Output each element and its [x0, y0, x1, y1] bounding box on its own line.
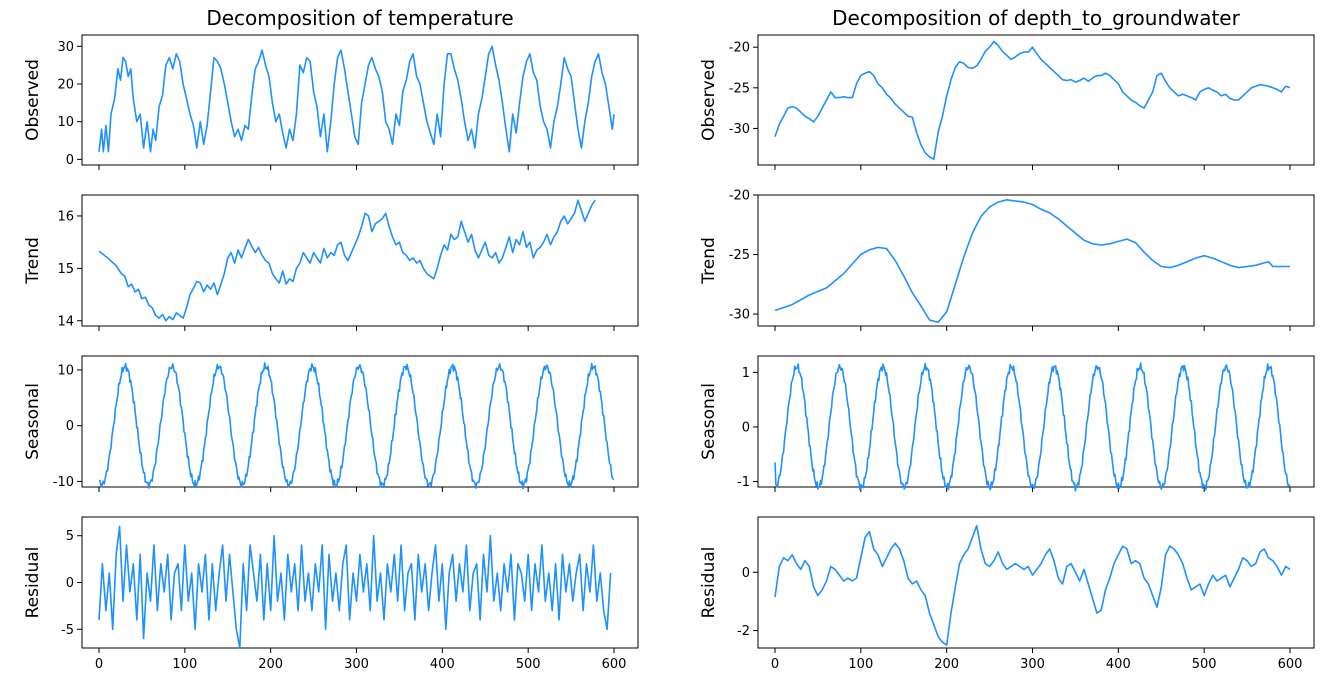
y-axis-label: Residual	[699, 547, 719, 619]
axes-frame	[757, 194, 1315, 327]
axes-frame	[81, 34, 639, 166]
x-tick-label: 0	[95, 657, 103, 672]
series-line-trend	[774, 199, 1290, 324]
series-line-residual	[774, 524, 1291, 646]
series-line-seasonal	[774, 362, 1291, 492]
y-tick-label: 0	[66, 153, 74, 168]
y-tick-label: 10	[57, 363, 74, 378]
y-axis-label: Trend	[23, 237, 43, 285]
x-tick-label: 600	[1278, 657, 1303, 672]
y-tick-label: -20	[729, 189, 750, 204]
x-tick-label: 100	[848, 657, 873, 672]
x-tick-label: 0	[771, 657, 779, 672]
y-axis-label: Observed	[23, 59, 43, 141]
x-tick-label: 200	[258, 657, 283, 672]
x-tick-label: 500	[516, 657, 541, 672]
y-tick-label: 0	[66, 419, 74, 434]
chart-column-1: Decomposition of temperature Observed 0 10 2…	[23, 6, 639, 672]
series-line-trend	[98, 199, 596, 322]
chart-title: Decomposition of temperature	[206, 6, 513, 30]
y-tick-label: -5	[61, 623, 74, 638]
y-tick-label: 0	[66, 576, 74, 591]
y-tick-label: 16	[57, 209, 74, 224]
y-tick-label: 30	[57, 40, 74, 55]
y-axis-label: Trend	[699, 237, 719, 285]
y-axis-label: Seasonal	[699, 383, 719, 460]
axes-frame	[81, 355, 639, 488]
y-tick-label: -20	[729, 41, 750, 56]
series-line-seasonal	[98, 362, 615, 490]
chart-title: Decomposition of depth_to_groundwater	[832, 6, 1240, 30]
y-tick-label: -25	[729, 81, 750, 96]
x-tick-label: 400	[1106, 657, 1131, 672]
y-tick-label: -1	[737, 475, 750, 490]
panel-observed: Observed 0 10 20 30	[23, 34, 639, 170]
panel-trend: Trend 14 15 16	[23, 194, 639, 331]
y-axis-label: Observed	[699, 59, 719, 141]
axes-frame	[757, 355, 1315, 488]
y-tick-label: -2	[737, 624, 750, 639]
series-line-residual	[98, 525, 612, 649]
y-tick-label: 15	[57, 262, 74, 277]
y-tick-label: 0	[742, 420, 750, 435]
panel-seasonal: Seasonal -1 0 1	[699, 355, 1315, 492]
y-tick-label: 0	[742, 566, 750, 581]
panel-trend: Trend -30 -25 -20	[699, 189, 1315, 331]
x-tick-label: 200	[934, 657, 959, 672]
x-tick-label: 600	[602, 657, 627, 672]
series-line-observed	[98, 45, 615, 153]
axes-frame	[757, 34, 1315, 166]
x-tick-label: 300	[1020, 657, 1045, 672]
y-axis-label: Residual	[23, 547, 43, 619]
y-tick-label: 14	[57, 314, 74, 329]
panel-residual: Residual -2 0 0 100 200 300 400 500 600	[699, 516, 1315, 672]
y-tick-label: -25	[729, 248, 750, 263]
y-tick-label: 5	[66, 529, 74, 544]
series-line-observed	[774, 40, 1291, 161]
y-tick-label: -30	[729, 122, 750, 137]
y-tick-label: 10	[57, 115, 74, 130]
axes-frame	[81, 194, 639, 327]
x-tick-label: 100	[172, 657, 197, 672]
y-tick-label: -10	[53, 475, 74, 490]
panel-seasonal: Seasonal -10 0 10	[23, 355, 639, 492]
y-tick-label: 20	[57, 77, 74, 92]
y-axis-label: Seasonal	[23, 383, 43, 460]
x-tick-label: 400	[430, 657, 455, 672]
y-tick-label: -30	[729, 308, 750, 323]
x-tick-label: 300	[344, 657, 369, 672]
chart-column-2: Decomposition of depth_to_groundwater Obs…	[699, 6, 1315, 672]
axes-frame	[757, 516, 1315, 649]
y-tick-label: 1	[742, 366, 750, 381]
panel-observed: Observed -30 -25 -20	[699, 34, 1315, 170]
x-tick-label: 500	[1192, 657, 1217, 672]
